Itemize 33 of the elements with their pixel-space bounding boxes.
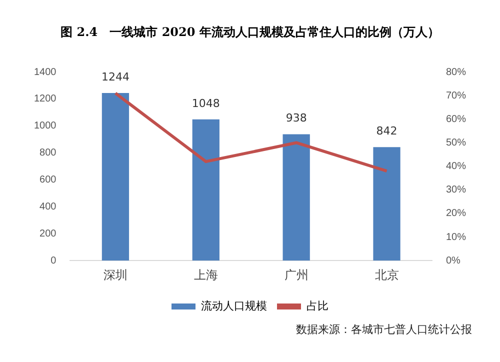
bar <box>282 134 310 261</box>
y2-tick-label: 30% <box>446 184 466 196</box>
y-tick-label: 800 <box>40 148 57 159</box>
y2-tick-label: 20% <box>446 208 466 220</box>
y2-tick-label: 60% <box>446 114 466 125</box>
bar <box>102 93 130 261</box>
y2-tick-label: 80% <box>446 66 466 78</box>
x-tick-label: 深圳 <box>103 268 128 282</box>
y2-tick-label: 10% <box>446 232 466 243</box>
x-tick-label: 广州 <box>284 268 308 282</box>
data-label: 1048 <box>192 96 220 110</box>
x-tick-label: 上海 <box>194 268 218 282</box>
y-tick-label: 0 <box>50 255 57 266</box>
y-tick-label: 1200 <box>34 94 57 105</box>
y-tick-label: 200 <box>40 228 57 240</box>
data-label: 842 <box>376 124 398 138</box>
data-label: 938 <box>286 112 307 125</box>
y-tick-label: 1000 <box>34 120 57 132</box>
x-tick-label: 北京 <box>374 268 399 282</box>
y2-tick-label: 40% <box>446 161 466 172</box>
legend-label: 流动人口规模 <box>201 300 267 313</box>
bar <box>373 147 400 261</box>
y2-tick-label: 70% <box>446 90 466 102</box>
y-tick-label: 1400 <box>34 66 57 78</box>
data-label: 1244 <box>101 70 130 84</box>
chart-title: 图 2.4 一线城市 2020 年流动人口规模及占常住人口的比例（万人） <box>60 24 440 41</box>
y2-tick-label: 0% <box>446 255 461 266</box>
y-tick-label: 600 <box>40 174 57 186</box>
bar <box>192 119 220 261</box>
legend-label: 占比 <box>306 300 328 313</box>
y-tick-label: 400 <box>40 201 57 212</box>
source-note: 数据来源：各城市七普人口统计公报 <box>296 322 472 337</box>
y2-tick-label: 50% <box>446 137 466 148</box>
